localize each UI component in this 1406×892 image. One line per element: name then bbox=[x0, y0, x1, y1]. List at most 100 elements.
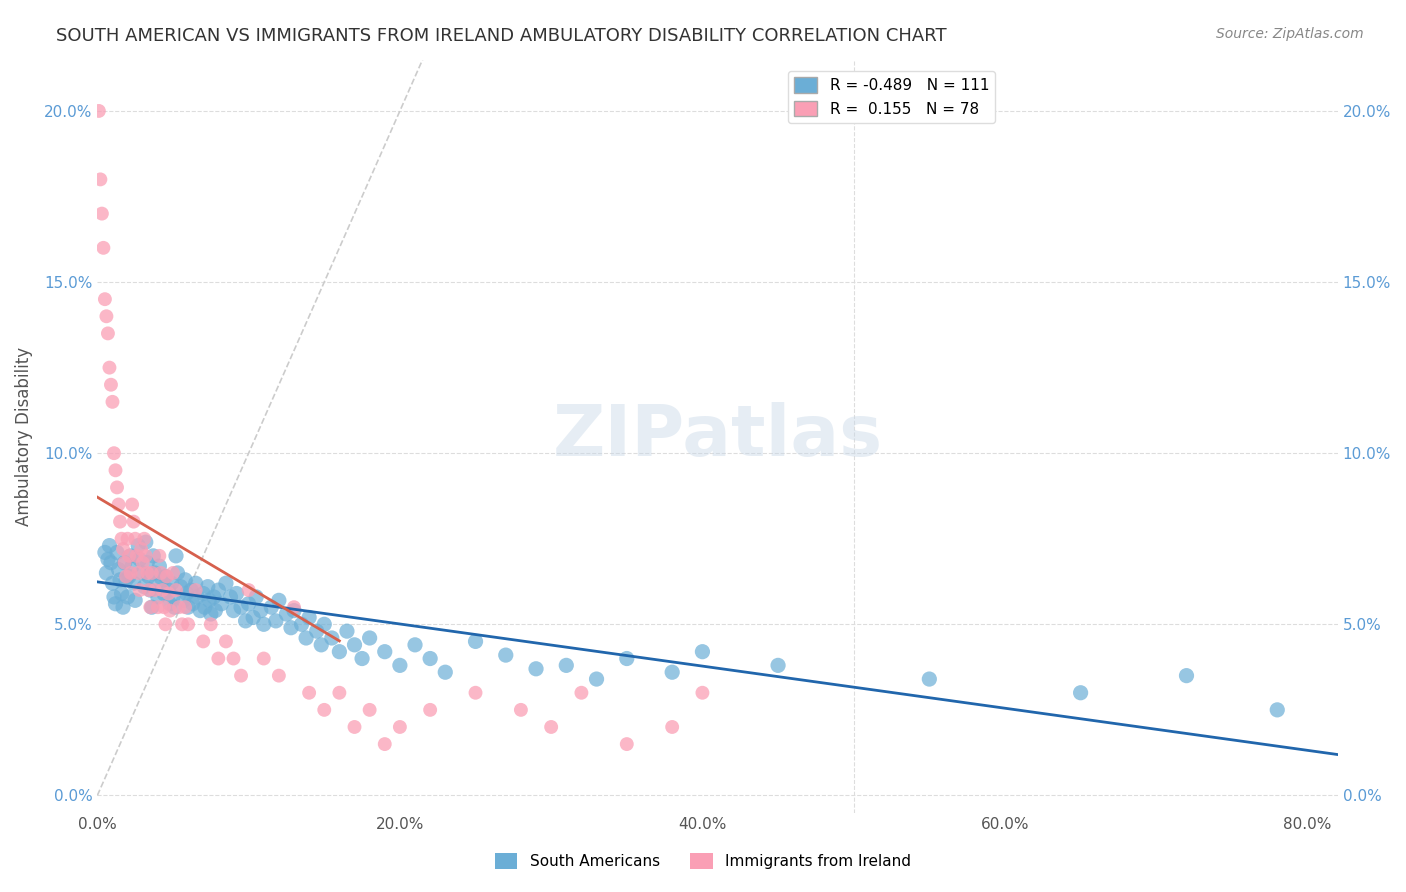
Point bbox=[166, 566, 188, 580]
Point bbox=[94, 292, 117, 306]
Point bbox=[229, 600, 252, 615]
Point bbox=[107, 563, 129, 577]
Point bbox=[124, 532, 146, 546]
Point bbox=[115, 573, 138, 587]
Point bbox=[616, 651, 638, 665]
Point bbox=[260, 600, 283, 615]
Point bbox=[184, 583, 207, 598]
Point bbox=[434, 665, 457, 680]
Point bbox=[174, 600, 197, 615]
Point bbox=[156, 569, 179, 583]
Legend: R = -0.489   N = 111, R =  0.155   N = 78: R = -0.489 N = 111, R = 0.155 N = 78 bbox=[789, 71, 995, 123]
Point bbox=[215, 634, 238, 648]
Point bbox=[374, 645, 396, 659]
Point bbox=[194, 600, 217, 615]
Point bbox=[186, 590, 208, 604]
Point bbox=[105, 545, 128, 559]
Point bbox=[141, 566, 163, 580]
Point bbox=[238, 583, 260, 598]
Point bbox=[108, 573, 131, 587]
Point bbox=[104, 463, 127, 477]
Point bbox=[222, 604, 245, 618]
Point bbox=[235, 614, 257, 628]
Point bbox=[419, 703, 441, 717]
Point bbox=[661, 665, 683, 680]
Point bbox=[128, 552, 150, 566]
Point bbox=[145, 576, 167, 591]
Point bbox=[89, 172, 111, 186]
Point bbox=[100, 377, 122, 392]
Point bbox=[162, 590, 184, 604]
Point bbox=[162, 566, 184, 580]
Point bbox=[193, 634, 215, 648]
Point bbox=[207, 583, 229, 598]
Point bbox=[108, 515, 131, 529]
Point bbox=[127, 539, 149, 553]
Point bbox=[202, 590, 225, 604]
Point bbox=[298, 610, 321, 624]
Point bbox=[280, 621, 302, 635]
Point bbox=[295, 631, 318, 645]
Point bbox=[388, 658, 411, 673]
Point bbox=[142, 549, 165, 563]
Point bbox=[464, 686, 486, 700]
Point bbox=[101, 576, 124, 591]
Legend: South Americans, Immigrants from Ireland: South Americans, Immigrants from Ireland bbox=[488, 847, 918, 875]
Point bbox=[328, 645, 350, 659]
Point bbox=[314, 617, 336, 632]
Text: ZIPatlas: ZIPatlas bbox=[553, 401, 883, 471]
Point bbox=[276, 607, 298, 621]
Point bbox=[309, 638, 332, 652]
Point bbox=[159, 597, 181, 611]
Point bbox=[388, 720, 411, 734]
Point bbox=[343, 638, 366, 652]
Point bbox=[692, 645, 714, 659]
Point bbox=[661, 720, 683, 734]
Point bbox=[200, 607, 222, 621]
Point bbox=[264, 614, 287, 628]
Point bbox=[204, 604, 226, 618]
Point bbox=[1070, 686, 1092, 700]
Point bbox=[138, 583, 160, 598]
Point bbox=[616, 737, 638, 751]
Point bbox=[495, 648, 517, 662]
Point bbox=[242, 610, 264, 624]
Point bbox=[157, 586, 180, 600]
Point bbox=[314, 703, 336, 717]
Point bbox=[148, 549, 170, 563]
Point bbox=[167, 600, 190, 615]
Point bbox=[267, 593, 290, 607]
Point bbox=[138, 569, 160, 583]
Point bbox=[1175, 668, 1198, 682]
Point bbox=[343, 720, 366, 734]
Point bbox=[117, 590, 139, 604]
Point bbox=[571, 686, 593, 700]
Point bbox=[122, 515, 145, 529]
Point bbox=[180, 583, 202, 598]
Point bbox=[359, 631, 381, 645]
Point bbox=[215, 576, 238, 591]
Text: SOUTH AMERICAN VS IMMIGRANTS FROM IRELAND AMBULATORY DISABILITY CORRELATION CHAR: SOUTH AMERICAN VS IMMIGRANTS FROM IRELAN… bbox=[56, 27, 946, 45]
Point bbox=[419, 651, 441, 665]
Point bbox=[115, 569, 138, 583]
Point bbox=[135, 535, 157, 549]
Point bbox=[198, 593, 221, 607]
Point bbox=[188, 604, 211, 618]
Point bbox=[160, 576, 183, 591]
Point bbox=[692, 686, 714, 700]
Point bbox=[112, 600, 135, 615]
Point bbox=[146, 590, 169, 604]
Point bbox=[110, 586, 132, 600]
Point bbox=[540, 720, 562, 734]
Point bbox=[148, 559, 170, 574]
Point bbox=[177, 600, 200, 615]
Point bbox=[305, 624, 328, 639]
Point bbox=[352, 651, 374, 665]
Point bbox=[555, 658, 578, 673]
Point bbox=[155, 617, 177, 632]
Point bbox=[152, 583, 174, 598]
Point bbox=[97, 326, 120, 341]
Point bbox=[157, 583, 180, 598]
Point bbox=[174, 573, 197, 587]
Point bbox=[103, 590, 125, 604]
